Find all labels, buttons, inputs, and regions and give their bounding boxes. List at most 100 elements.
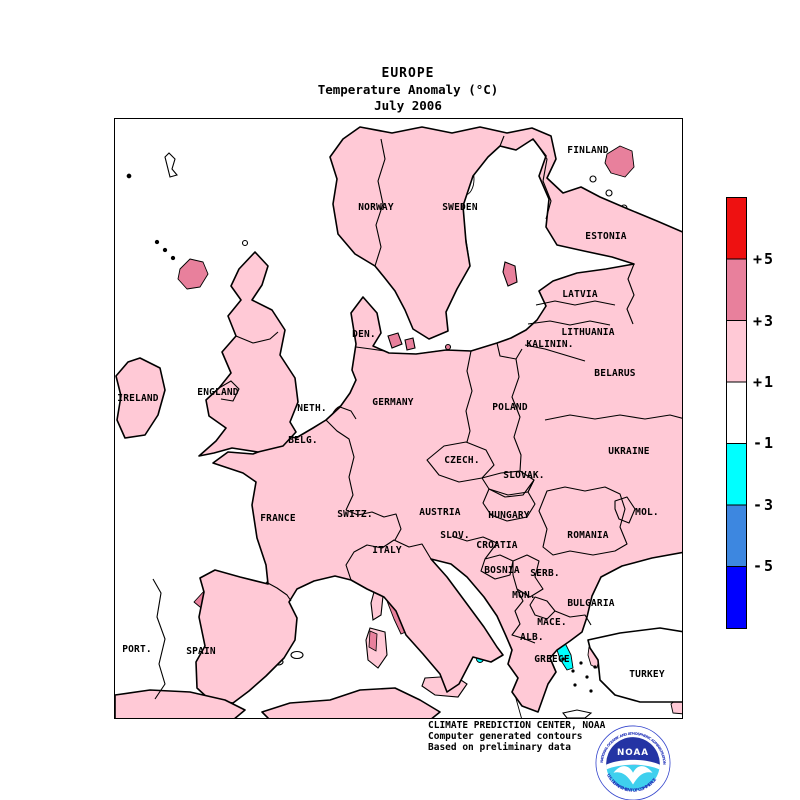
- legend-tick-plus1: +1: [753, 373, 776, 391]
- legend-band-minus5-minus3: [726, 504, 747, 567]
- border-sweden-finland: [499, 135, 505, 147]
- country-label-alb: ALB.: [520, 632, 544, 643]
- country-label-france: FRANCE: [260, 513, 296, 524]
- credit-line-3: Based on preliminary data: [428, 741, 571, 753]
- country-label-ukraine: UKRAINE: [608, 446, 650, 457]
- noaa-logo: NOAA NATIONAL OCEANIC AND ATMOSPHERIC AD…: [595, 725, 671, 800]
- border-belarus-ukraine: [544, 414, 682, 421]
- hebrides-islet-3: [170, 255, 176, 261]
- border-france-east: [325, 419, 355, 511]
- border-estonia-latvia: [535, 300, 616, 306]
- country-label-mon: MON.: [512, 590, 536, 601]
- country-label-bosnia: BOSNIA: [484, 565, 520, 576]
- gulf-finland-island-2: [605, 189, 613, 197]
- country-label-slov: SLOV.: [440, 530, 470, 541]
- country-label-czech: CZECH.: [444, 455, 480, 466]
- title-region: EUROPE: [381, 66, 435, 81]
- country-label-mol: MOL.: [635, 507, 659, 518]
- legend-band-above-plus5: [726, 197, 747, 260]
- border-lithuania-belarus: [524, 344, 586, 362]
- legend-band-minus1-plus1: [726, 381, 747, 444]
- credit-block: CLIMATE PREDICTION CENTER, NOAA Computer…: [428, 720, 606, 753]
- border-latvia-lithuania: [527, 320, 611, 326]
- country-label-ireland: IRELAND: [117, 393, 159, 404]
- country-label-bulgaria: BULGARIA: [567, 598, 614, 609]
- country-label-port: PORT.: [122, 644, 152, 655]
- legend-tick-minus5: -5: [753, 557, 776, 575]
- gulf-finland-island-1: [589, 175, 597, 183]
- country-label-slovak: SLOVAK.: [503, 470, 544, 481]
- country-label-greece: GREECE: [534, 654, 570, 665]
- shetland-islands: [164, 152, 178, 178]
- bornholm-island: [444, 343, 452, 351]
- faroe-islet: [126, 173, 132, 179]
- credit-line-1: CLIMATE PREDICTION CENTER, NOAA: [428, 720, 606, 731]
- legend-tick-minus1: -1: [753, 434, 776, 452]
- border-pyrenees: [265, 581, 292, 602]
- coastline-africa-east: [261, 687, 441, 718]
- coastline-great-britain: [198, 251, 299, 457]
- sardinia-rose-patch: [368, 630, 378, 652]
- country-label-spain: SPAIN: [186, 646, 216, 657]
- country-label-croatia: CROATIA: [476, 540, 518, 551]
- legend-band-plus1-plus3: [726, 320, 747, 383]
- country-label-england: ENGLAND: [197, 387, 239, 398]
- border-switzerland-austria: [345, 509, 402, 541]
- noaa-logo-wordmark: NOAA: [617, 748, 649, 758]
- country-label-austria: AUSTRIA: [419, 507, 461, 518]
- danish-island-2: [404, 337, 416, 351]
- country-label-kalinin: KALININ.: [526, 339, 573, 350]
- border-bulgaria-south: [554, 610, 592, 626]
- country-borders: [152, 135, 682, 700]
- country-label-turkey: TURKEY: [629, 669, 665, 680]
- balearic-island-2: [290, 650, 304, 660]
- border-moldova: [614, 496, 636, 524]
- gotland-island: [502, 261, 518, 287]
- legend-color-bar: [726, 197, 747, 629]
- country-labels: NORWAY SWEDEN FINLAND ESTONIA LATVIA LITHUANI…: [117, 145, 665, 680]
- country-label-lithuania: LITHUANIA: [561, 327, 614, 338]
- legend-band-minus3-minus1: [726, 443, 747, 506]
- map-frame: NORWAY SWEDEN FINLAND ESTONIA LATVIA LITHUANI…: [114, 118, 683, 719]
- border-romania: [538, 486, 628, 556]
- border-czech: [426, 441, 495, 483]
- country-label-den: DEN.: [352, 329, 376, 340]
- border-finland-russia: [534, 140, 552, 220]
- border-montenegro-albania: [511, 588, 536, 644]
- country-label-poland: POLAND: [492, 402, 528, 413]
- legend-band-below-minus5: [726, 566, 747, 629]
- danish-island-1: [387, 332, 403, 349]
- crete-island: [562, 709, 593, 718]
- country-label-switz: SWITZ.: [337, 509, 373, 520]
- hebrides-islet-1: [154, 239, 160, 245]
- legend-band-plus3-plus5: [726, 258, 747, 321]
- border-italy-north: [345, 539, 432, 581]
- border-denmark-germany: [355, 346, 386, 352]
- country-label-sweden: SWEDEN: [442, 202, 478, 213]
- country-label-estonia: ESTONIA: [585, 231, 627, 242]
- country-label-latvia: LATVIA: [562, 289, 598, 300]
- credit-line-2: Computer generated contours: [428, 730, 583, 742]
- border-serbia: [512, 554, 544, 598]
- country-label-finland: FINLAND: [567, 145, 609, 156]
- noaa-emblem-wave: [606, 759, 660, 770]
- title-period: July 2006: [374, 98, 442, 113]
- legend-tick-plus3: +3: [753, 312, 776, 330]
- noaa-seagull-icon: [613, 766, 653, 785]
- country-label-neth: NETH.: [297, 403, 327, 414]
- orkney-island: [241, 239, 249, 247]
- legend-tick-minus3: -3: [753, 496, 776, 514]
- border-estonia-russia: [626, 263, 635, 325]
- country-label-romania: ROMANIA: [567, 530, 609, 541]
- country-label-belarus: BELARUS: [594, 368, 636, 379]
- border-croatia-bosnia: [451, 535, 514, 580]
- border-wales: [218, 380, 240, 402]
- border-norway-sweden: [374, 138, 386, 267]
- country-label-germany: GERMANY: [372, 397, 414, 408]
- border-poland-east: [511, 358, 522, 472]
- title-variable: Temperature Anomaly (°C): [317, 82, 499, 97]
- border-portugal-spain: [152, 578, 166, 700]
- border-kaliningrad: [496, 342, 523, 360]
- country-label-mace: MACE.: [537, 617, 567, 628]
